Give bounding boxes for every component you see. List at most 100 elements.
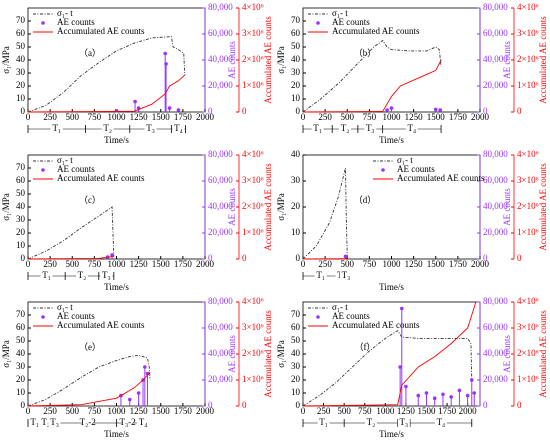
x-tick-label: 500 <box>66 112 80 122</box>
yticks-label: 20 <box>291 201 301 211</box>
legend-label: AE counts <box>397 164 435 174</box>
stage-label: T₂ <box>41 417 50 427</box>
ae-point <box>438 108 442 112</box>
x-axis-title: Time/s <box>379 135 404 145</box>
yticks-label: 50 <box>291 41 301 51</box>
ae-point <box>432 396 437 401</box>
yticks-label: 0 <box>21 400 26 410</box>
ae-point <box>399 306 404 311</box>
stage-label-bg <box>397 418 410 428</box>
stage-label-bg <box>137 418 150 428</box>
plot-frame <box>27 154 206 260</box>
yticks-label: 40 <box>291 149 301 159</box>
legend-label: σ₁- t <box>332 302 348 312</box>
y3ticks-label: 2×10⁶ <box>517 348 539 358</box>
y2ticks-label: 60,000 <box>483 322 508 332</box>
x-tick-label: 1250 <box>405 259 424 269</box>
yticks-label: 0 <box>21 106 26 116</box>
ae-point <box>457 388 462 393</box>
y2ticks-label: 80,000 <box>208 2 233 12</box>
y2ticks-label: 0 <box>208 106 213 116</box>
legend-label: AE counts <box>57 164 95 174</box>
yticks-label: 20 <box>291 374 301 384</box>
legend-label: Accumulated AE counts <box>332 26 420 36</box>
y3ticks-label: 3×10⁶ <box>517 175 539 185</box>
stage-label-bg <box>317 418 330 428</box>
y2ticks-label: 0 <box>483 106 488 116</box>
yticks-label: 70 <box>291 15 301 25</box>
yticks-label: 20 <box>16 374 26 384</box>
legend-label: AE counts <box>332 17 370 27</box>
stage-label: T₃ <box>342 270 351 280</box>
stage-label: T₁ <box>313 123 322 133</box>
x-tick-label: 1250 <box>130 406 149 416</box>
accumulated-line <box>27 73 186 113</box>
yticks-label: 0 <box>296 106 301 116</box>
y3ticks-label: 2×10⁶ <box>517 201 539 211</box>
x-tick-label: 1500 <box>152 259 171 269</box>
legend-label: σ₁- t <box>57 302 73 312</box>
plot-frame <box>302 154 481 260</box>
stage-label-bg <box>172 124 185 134</box>
x-tick-label: 250 <box>43 112 57 122</box>
stress-line <box>27 36 186 113</box>
x-axis-title: Time/s <box>104 429 129 439</box>
y2-axis-title: AE counts <box>227 188 237 226</box>
y2ticks-label: 20,000 <box>208 374 233 384</box>
yticks-label: 60 <box>291 28 301 38</box>
yticks-label: 70 <box>16 15 26 25</box>
yticks-label: 40 <box>291 348 301 358</box>
plot-frame <box>27 7 206 113</box>
y-axis-title: σ₁/MPa <box>276 46 286 74</box>
y3ticks-label: 1×10⁶ <box>242 80 264 90</box>
stage-label: T₁ <box>319 417 328 427</box>
ae-point <box>163 51 167 56</box>
ae-point <box>127 397 132 402</box>
stage-label: T₂ <box>78 270 87 280</box>
stage-label: T₁ <box>52 123 61 133</box>
stage-label: T₃ <box>400 417 409 427</box>
panel-label: （d） <box>354 195 377 205</box>
yticks-label: 40 <box>16 54 26 64</box>
stage-label: T₃-2 <box>119 417 135 427</box>
y3ticks-label: 4×10⁶ <box>517 2 539 12</box>
y2ticks-label: 60,000 <box>208 322 233 332</box>
y3ticks-label: 1×10⁶ <box>242 227 264 237</box>
y-axis-title: σ₁/MPa <box>1 46 11 74</box>
stage-label: T₂-2 <box>80 417 96 427</box>
y2ticks-label: 80,000 <box>483 296 508 306</box>
stage-label-bg <box>364 418 377 428</box>
plot-frame <box>27 301 206 407</box>
stage-label: T₁ <box>316 270 325 280</box>
y3ticks-label: 1×10⁶ <box>517 374 539 384</box>
yticks-label: 10 <box>291 93 301 103</box>
yticks-label: 50 <box>16 41 26 51</box>
ae-point <box>385 108 389 112</box>
x-tick-label: 0 <box>26 259 31 269</box>
yticks-label: 10 <box>291 227 301 237</box>
x-tick-label: 1750 <box>174 112 193 122</box>
legend-marker <box>381 168 385 172</box>
y2ticks-label: 40,000 <box>483 348 508 358</box>
y3ticks-label: 3×10⁶ <box>242 175 264 185</box>
legend-label: AE counts <box>332 311 370 321</box>
ae-point <box>416 393 421 398</box>
x-tick-label: 250 <box>318 112 332 122</box>
x-tick-label: 0 <box>301 406 306 416</box>
yticks-label: 10 <box>16 93 26 103</box>
stage-label: T₁ <box>30 417 39 427</box>
x-tick-label: 1000 <box>108 406 127 416</box>
x-tick-label: 750 <box>363 259 377 269</box>
y3-axis-title: Accumulated AE counts <box>538 163 548 251</box>
x-tick-label: 500 <box>341 259 355 269</box>
yticks-label: 60 <box>16 175 26 185</box>
stage-label: T₃ <box>102 270 111 280</box>
x-tick-label: 1750 <box>174 406 193 416</box>
x-tick-label: 1750 <box>449 259 468 269</box>
y3ticks-label: 1×10⁶ <box>517 80 539 90</box>
legend-marker <box>316 315 320 319</box>
yticks-label: 0 <box>296 400 301 410</box>
y3-axis-title: Accumulated AE counts <box>263 310 273 398</box>
yticks-label: 30 <box>16 361 26 371</box>
